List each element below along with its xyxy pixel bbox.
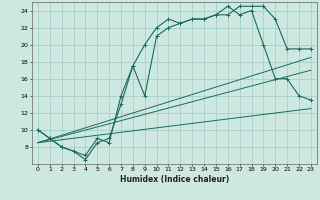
X-axis label: Humidex (Indice chaleur): Humidex (Indice chaleur) xyxy=(120,175,229,184)
